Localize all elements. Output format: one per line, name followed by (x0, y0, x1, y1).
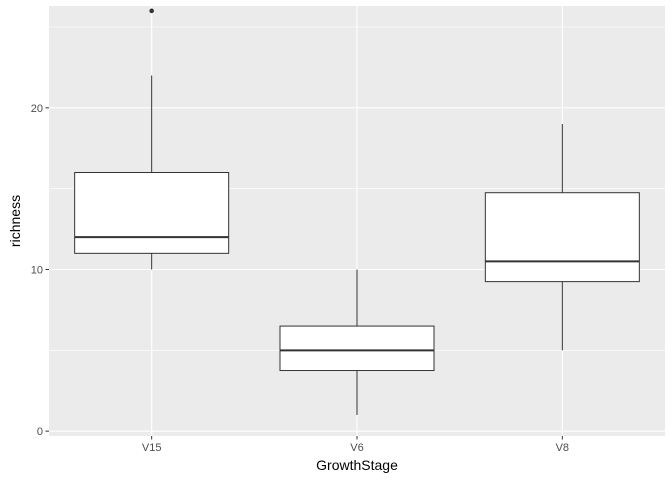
x-axis-title: GrowthStage (316, 457, 398, 473)
box-V15 (74, 8, 230, 270)
outlier-point (149, 8, 154, 14)
y-tick-label: 0 (37, 426, 43, 438)
x-axis: V15 V6 V8 (142, 436, 569, 454)
y-axis: 0 10 20 (31, 103, 49, 438)
box-V8 (484, 124, 640, 351)
boxes (74, 8, 640, 415)
box-iqr (74, 172, 230, 254)
box-iqr (279, 325, 435, 372)
x-tick-label: V15 (142, 442, 162, 454)
y-tick-label: 10 (31, 264, 43, 276)
x-tick-label: V8 (556, 442, 569, 454)
y-axis-title: richness (7, 195, 23, 247)
grid-lines (49, 6, 665, 436)
box-V6 (279, 269, 435, 415)
box-iqr (484, 192, 640, 283)
y-tick-label: 20 (31, 103, 43, 115)
x-tick-label: V6 (350, 442, 363, 454)
